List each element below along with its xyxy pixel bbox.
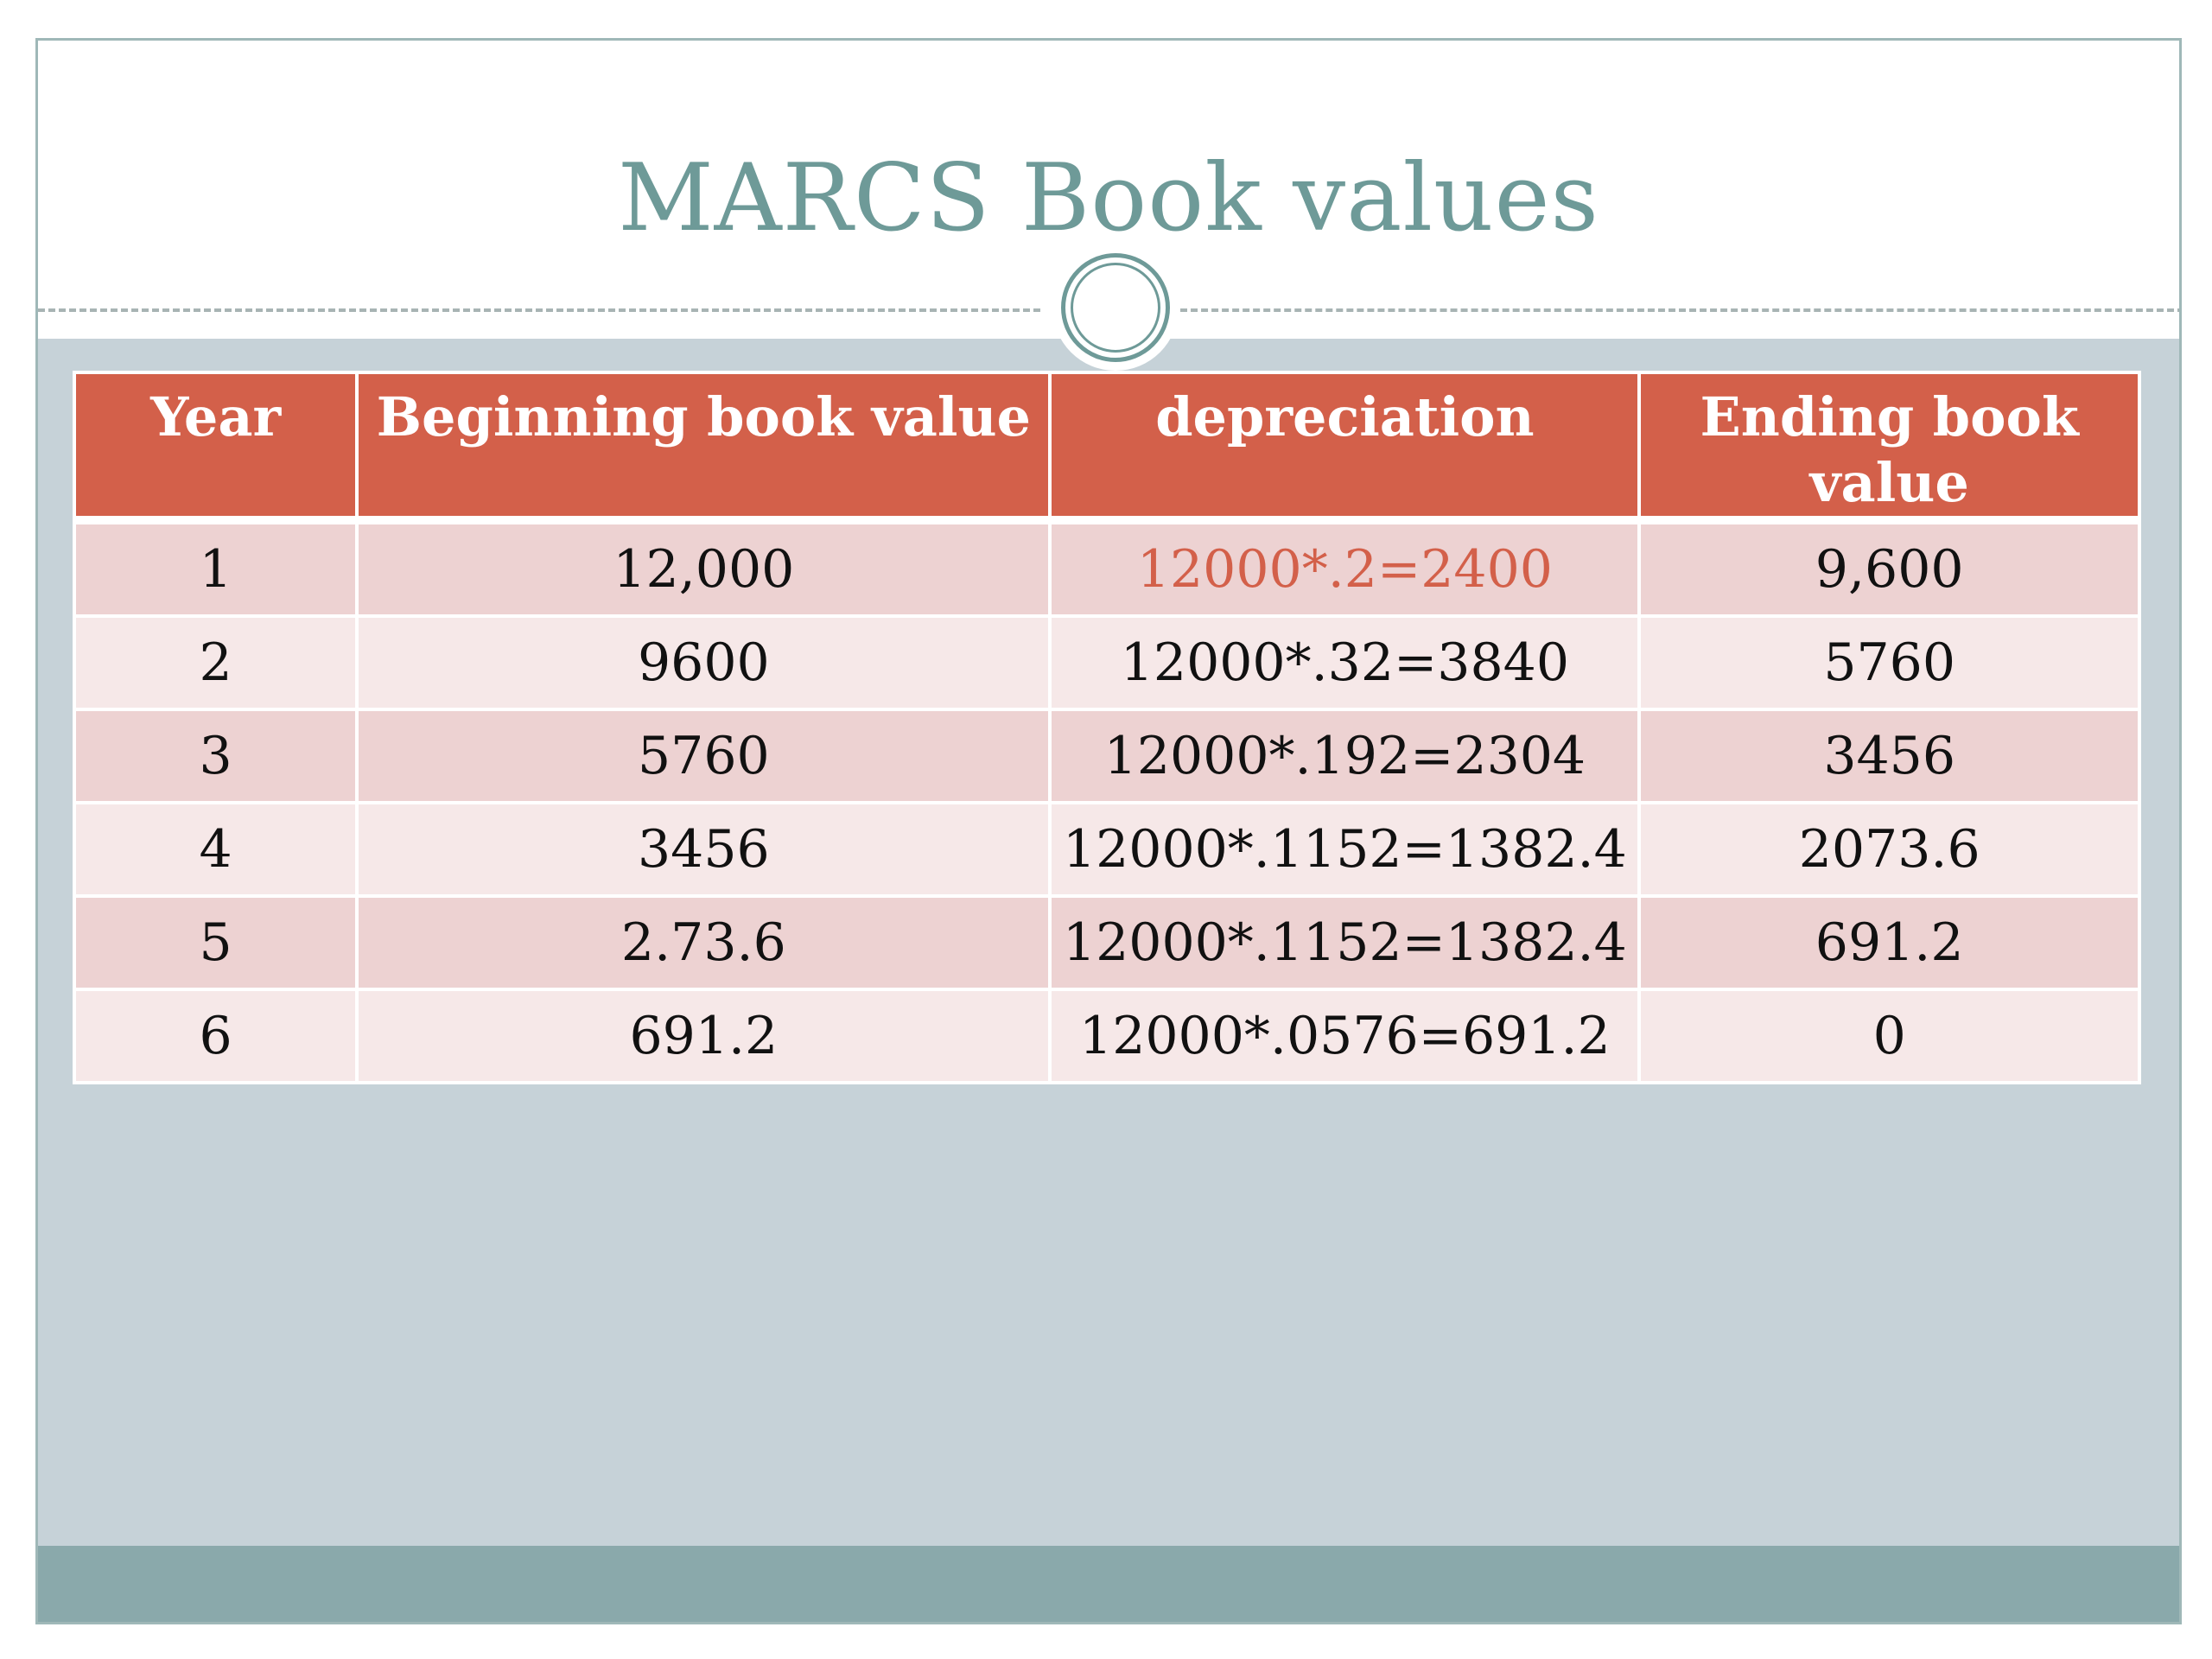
year-cell: 5 bbox=[72, 894, 359, 991]
beginning-value-cell: 2.73.6 bbox=[355, 894, 1052, 991]
table-row: 1 12,000 12000*.2=2400 9,600 bbox=[72, 518, 2141, 618]
depreciation-cell: 12000*.0576=691.2 bbox=[1048, 988, 1642, 1084]
year-cell: 3 bbox=[72, 708, 359, 804]
depreciation-cell: 12000*.2=2400 bbox=[1048, 518, 1642, 618]
beginning-value-cell: 5760 bbox=[355, 708, 1052, 804]
footer-band bbox=[38, 1546, 2179, 1622]
year-cell: 1 bbox=[72, 518, 359, 618]
book-values-table: Year Beginning book value depreciation E… bbox=[72, 371, 2141, 1084]
title-divider-left bbox=[38, 308, 1040, 312]
ending-value-cell: 691.2 bbox=[1637, 894, 2141, 991]
ending-value-cell: 0 bbox=[1637, 988, 2141, 1084]
slide-title: MARCS Book values bbox=[618, 144, 1599, 252]
ending-value-cell: 5760 bbox=[1637, 614, 2141, 711]
title-divider-right bbox=[1180, 308, 2179, 312]
table-row: 4 3456 12000*.1152=1382.4 2073.6 bbox=[72, 801, 2141, 898]
ending-value-cell: 9,600 bbox=[1637, 518, 2141, 618]
header-beginning-book-value: Beginning book value bbox=[355, 371, 1052, 522]
ending-value-cell: 2073.6 bbox=[1637, 801, 2141, 898]
header-ending-book-value: Ending book value bbox=[1637, 371, 2141, 522]
slide: MARCS Book values Year Beginning book va… bbox=[35, 38, 2182, 1624]
beginning-value-cell: 3456 bbox=[355, 801, 1052, 898]
circle-ornament-outer-ring bbox=[1061, 253, 1170, 362]
table-header-row: Year Beginning book value depreciation E… bbox=[72, 371, 2141, 522]
ending-value-cell: 3456 bbox=[1637, 708, 2141, 804]
depreciation-cell: 12000*.1152=1382.4 bbox=[1048, 894, 1642, 991]
header-year: Year bbox=[72, 371, 359, 522]
table-row: 3 5760 12000*.192=2304 3456 bbox=[72, 708, 2141, 804]
beginning-value-cell: 691.2 bbox=[355, 988, 1052, 1084]
table-row: 5 2.73.6 12000*.1152=1382.4 691.2 bbox=[72, 894, 2141, 991]
year-cell: 6 bbox=[72, 988, 359, 1084]
header-depreciation: depreciation bbox=[1048, 371, 1642, 522]
depreciation-cell: 12000*.192=2304 bbox=[1048, 708, 1642, 804]
depreciation-cell: 12000*.32=3840 bbox=[1048, 614, 1642, 711]
table-row: 6 691.2 12000*.0576=691.2 0 bbox=[72, 988, 2141, 1084]
year-cell: 2 bbox=[72, 614, 359, 711]
depreciation-cell: 12000*.1152=1382.4 bbox=[1048, 801, 1642, 898]
beginning-value-cell: 9600 bbox=[355, 614, 1052, 711]
year-cell: 4 bbox=[72, 801, 359, 898]
beginning-value-cell: 12,000 bbox=[355, 518, 1052, 618]
table-row: 2 9600 12000*.32=3840 5760 bbox=[72, 614, 2141, 711]
circle-ornament-inner-ring bbox=[1071, 263, 1160, 353]
